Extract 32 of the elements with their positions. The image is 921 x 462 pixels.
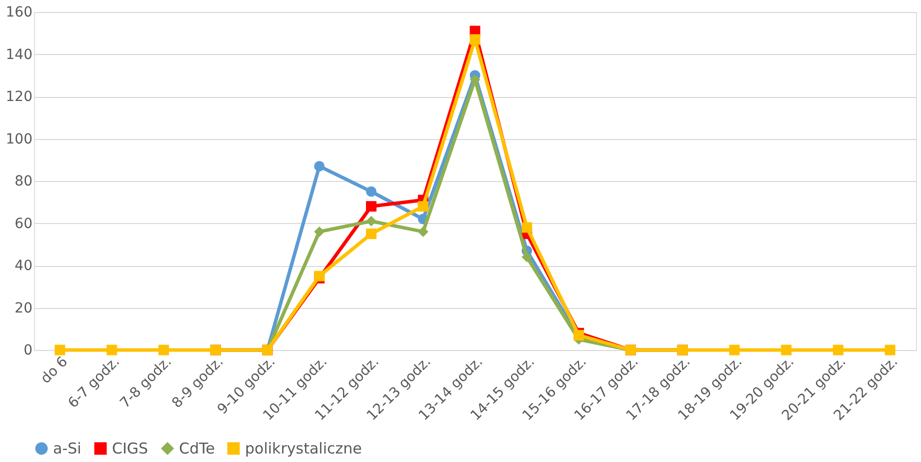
legend-label: polikrystaliczne — [245, 440, 362, 458]
point — [418, 201, 428, 212]
legend-label: CdTe — [179, 440, 215, 458]
point — [884, 344, 896, 356]
point — [832, 344, 844, 356]
legend-label: CIGS — [112, 440, 148, 458]
y-tick-label: 160 — [6, 4, 32, 20]
point — [106, 344, 118, 356]
point — [522, 222, 532, 233]
point — [781, 344, 792, 356]
legend-label: a-Si — [53, 440, 82, 458]
y-tick-label: 20 — [14, 300, 32, 316]
point — [470, 34, 480, 45]
y-tick-label: 140 — [6, 46, 32, 63]
point — [366, 186, 376, 197]
point — [158, 344, 169, 356]
point — [522, 252, 532, 262]
point — [366, 228, 376, 240]
y-tick-label: 60 — [14, 216, 32, 232]
y-tick-label: 100 — [6, 131, 32, 148]
point — [314, 226, 325, 237]
point — [54, 344, 66, 356]
point — [418, 226, 428, 237]
y-tick-label: 120 — [6, 89, 32, 105]
point — [314, 160, 325, 172]
point — [729, 344, 740, 356]
y-tick-label: 0 — [24, 342, 32, 358]
point — [366, 216, 376, 226]
y-tick-label: 80 — [14, 174, 32, 190]
point — [366, 201, 376, 212]
x-tick-label: do 6 — [38, 354, 72, 387]
y-tick-label: 40 — [14, 258, 32, 274]
